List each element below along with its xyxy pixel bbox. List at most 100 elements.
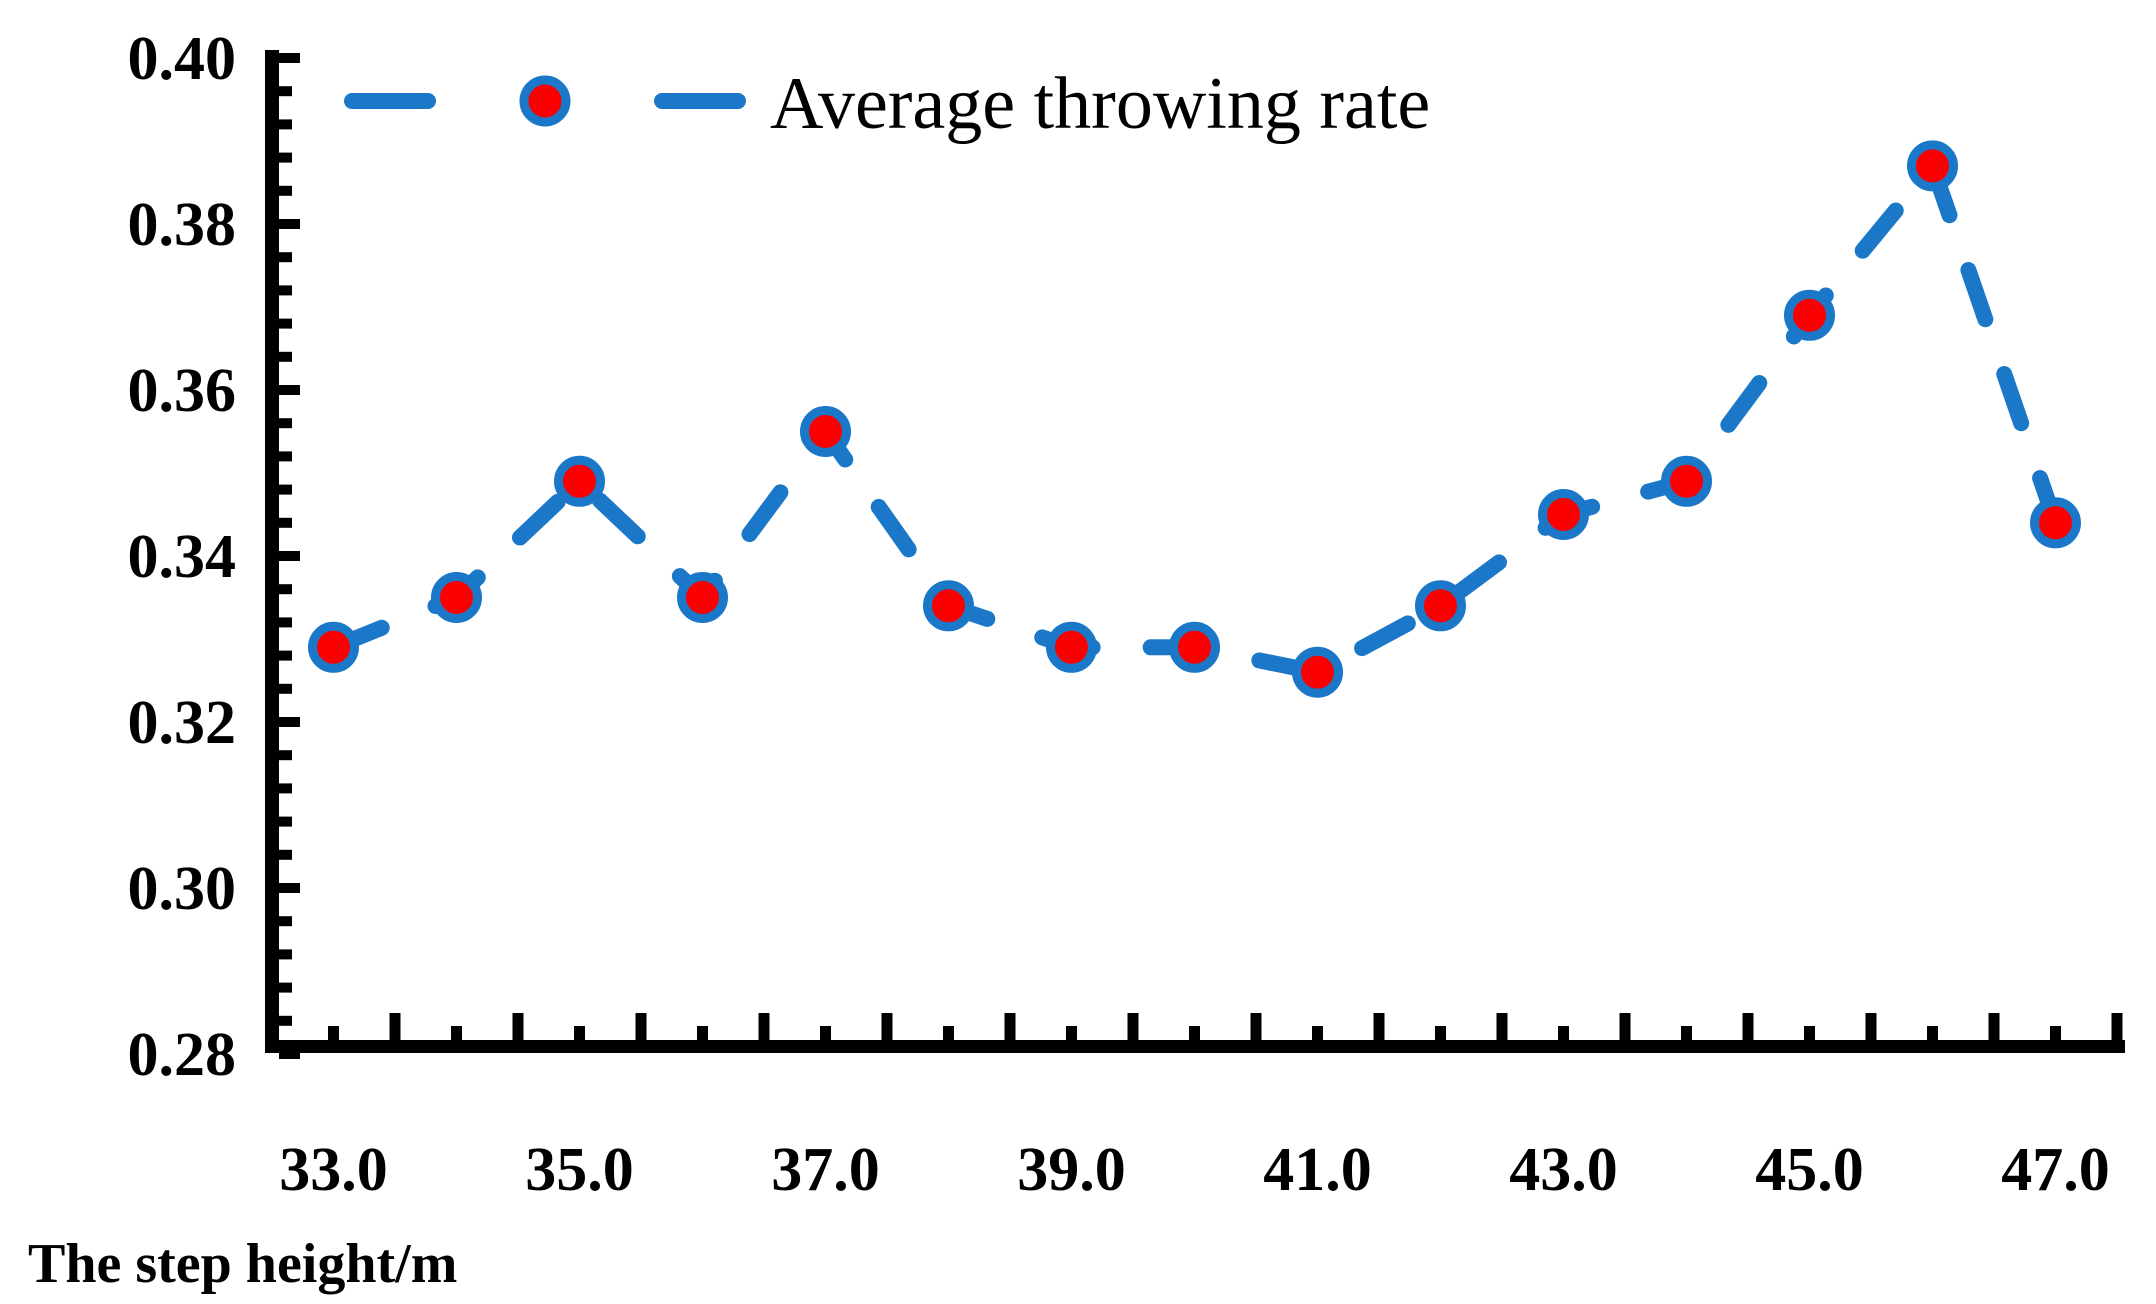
x-tick-label: 33.0 — [279, 1136, 388, 1204]
x-axis-ticks — [266, 1013, 2123, 1040]
data-point-marker — [1661, 455, 1712, 507]
x-minor-tick — [1312, 1026, 1323, 1040]
x-tick-label: 43.0 — [1509, 1136, 1618, 1204]
x-minor-tick — [1066, 1026, 1077, 1040]
x-tick-label: 39.0 — [1017, 1136, 1126, 1204]
y-axis-ticks — [279, 53, 300, 1059]
y-minor-tick — [279, 1015, 292, 1026]
y-minor-tick — [279, 650, 292, 661]
y-major-tick — [279, 551, 300, 561]
y-major-tick — [279, 385, 300, 395]
x-minor-tick — [1189, 1026, 1200, 1040]
y-axis-spine — [265, 50, 279, 1053]
data-point-marker — [554, 455, 605, 507]
y-major-tick — [279, 1049, 300, 1059]
x-minor-tick — [1558, 1026, 1569, 1040]
data-point-marker — [1538, 489, 1589, 540]
y-minor-tick — [279, 584, 292, 595]
y-minor-tick — [279, 185, 292, 196]
x-major-tick — [881, 1013, 893, 1040]
x-tick-label: 47.0 — [2001, 1136, 2110, 1204]
x-minor-tick — [1435, 1026, 1446, 1040]
y-axis-labels: 0.40 0.38 0.36 0.34 0.32 0.30 0.28 — [128, 25, 237, 1089]
x-minor-tick — [1804, 1026, 1815, 1040]
x-major-tick — [266, 1013, 278, 1040]
data-line — [325, 157, 2064, 681]
x-major-tick — [1373, 1013, 1385, 1040]
x-major-tick — [635, 1013, 647, 1040]
x-major-tick — [1988, 1013, 2000, 1040]
y-minor-tick — [279, 484, 292, 495]
y-minor-tick — [279, 816, 292, 827]
y-tick-label: 0.40 — [128, 25, 237, 93]
y-minor-tick — [279, 318, 292, 329]
y-minor-tick — [279, 617, 292, 628]
axes: 0.40 0.38 0.36 0.34 0.32 0.30 0.28 33.0 35.0 37.0… — [128, 25, 2125, 1204]
y-minor-tick — [279, 418, 292, 429]
y-major-tick — [279, 53, 300, 63]
y-tick-label: 0.38 — [128, 191, 237, 259]
y-minor-tick — [279, 285, 292, 296]
y-tick-label: 0.36 — [128, 357, 237, 425]
x-major-tick — [1250, 1013, 1262, 1040]
data-point-marker — [923, 580, 974, 632]
data-point-marker — [2030, 497, 2081, 549]
x-tick-label: 35.0 — [525, 1136, 634, 1204]
data-point-marker — [1907, 140, 1958, 192]
y-minor-tick — [279, 916, 292, 927]
x-major-tick — [1865, 1013, 1877, 1040]
x-axis-labels: 33.0 35.0 37.0 39.0 41.0 43.0 45.0 47.0 — [279, 1136, 2110, 1204]
data-point-marker — [1046, 621, 1097, 673]
legend-label: Average throwing rate — [770, 63, 1430, 145]
x-tick-label: 37.0 — [771, 1136, 880, 1204]
x-major-tick — [512, 1013, 524, 1040]
x-minor-tick — [451, 1026, 462, 1040]
x-major-tick — [389, 1013, 401, 1040]
x-minor-tick — [820, 1026, 831, 1040]
data-point-marker — [1415, 580, 1466, 632]
data-point-marker — [1169, 621, 1220, 673]
y-minor-tick — [279, 119, 292, 130]
legend-marker — [519, 75, 571, 127]
y-minor-tick — [279, 451, 292, 462]
y-minor-tick — [279, 351, 292, 362]
data-point-marker — [800, 406, 851, 457]
data-series-average-throwing-rate — [308, 140, 2081, 698]
x-major-tick — [1619, 1013, 1631, 1040]
y-minor-tick — [279, 252, 292, 263]
y-tick-label: 0.34 — [128, 523, 237, 591]
y-tick-label: 0.30 — [128, 855, 237, 923]
y-minor-tick — [279, 783, 292, 794]
x-minor-tick — [574, 1026, 585, 1040]
y-minor-tick — [279, 86, 292, 97]
x-tick-label: 41.0 — [1263, 1136, 1372, 1204]
x-axis-title: The step height/m — [28, 1233, 457, 1295]
x-major-tick — [1742, 1013, 1754, 1040]
x-major-tick — [1004, 1013, 1016, 1040]
x-minor-tick — [1927, 1026, 1938, 1040]
data-point-marker — [677, 572, 728, 623]
y-minor-tick — [279, 517, 292, 528]
y-minor-tick — [279, 849, 292, 860]
data-point-marker — [308, 621, 359, 673]
x-minor-tick — [2050, 1026, 2061, 1040]
y-minor-tick — [279, 982, 292, 993]
x-tick-label: 45.0 — [1755, 1136, 1864, 1204]
y-major-tick — [279, 219, 300, 229]
x-minor-tick — [1681, 1026, 1692, 1040]
x-axis-line — [265, 1040, 2125, 1053]
data-point-marker — [1784, 289, 1835, 341]
x-minor-tick — [697, 1026, 708, 1040]
y-major-tick — [279, 717, 300, 727]
y-tick-label: 0.32 — [128, 689, 237, 757]
y-major-tick — [279, 883, 300, 893]
y-minor-tick — [279, 683, 292, 694]
x-minor-tick — [328, 1026, 339, 1040]
x-major-tick — [1127, 1013, 1139, 1040]
x-major-tick — [758, 1013, 770, 1040]
data-point-marker — [431, 572, 482, 623]
y-minor-tick — [279, 949, 292, 960]
y-minor-tick — [279, 152, 292, 163]
